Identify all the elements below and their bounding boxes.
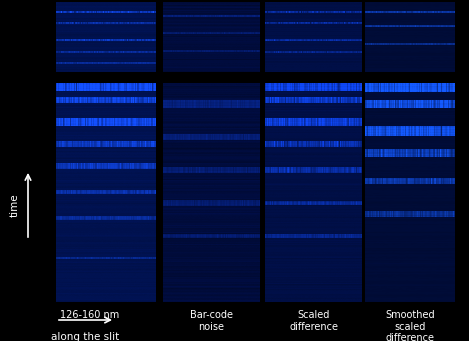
Text: Smoothed
scaled
difference: Smoothed scaled difference: [385, 310, 435, 341]
Text: along the slit: along the slit: [51, 332, 119, 341]
Text: Scaled
difference: Scaled difference: [289, 310, 338, 331]
Text: 126-160 nm: 126-160 nm: [60, 310, 119, 320]
Text: time: time: [10, 193, 20, 217]
Text: Bar-code
noise: Bar-code noise: [190, 310, 233, 331]
